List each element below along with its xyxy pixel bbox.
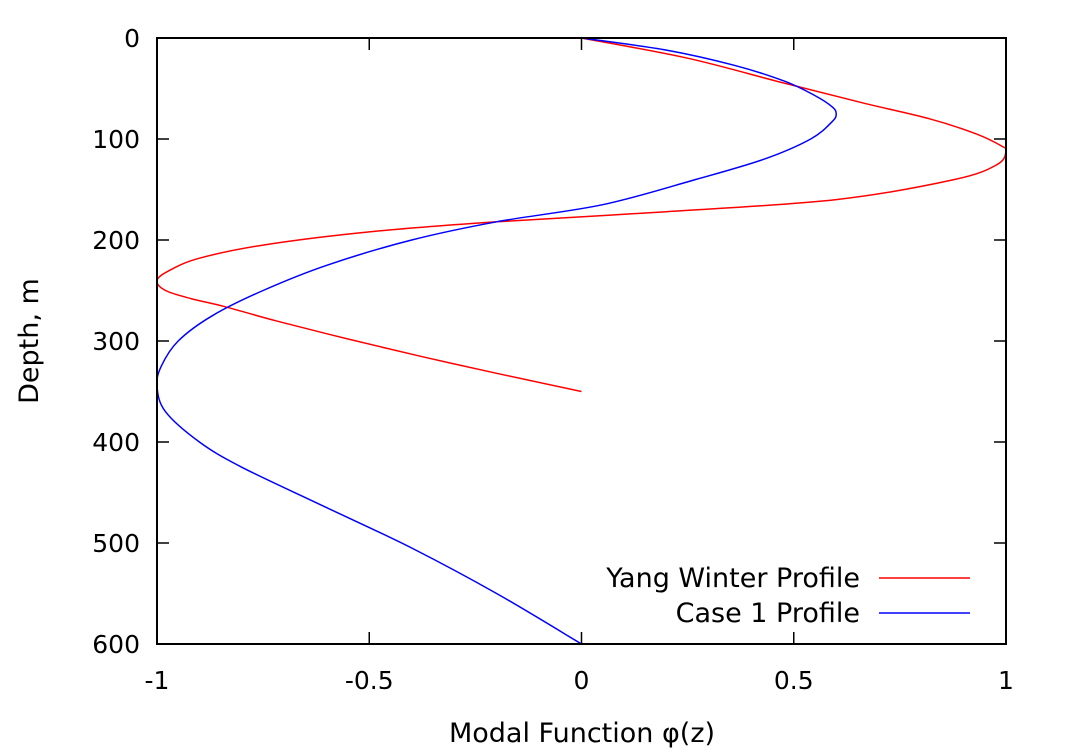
y-tick-label: 300 bbox=[92, 327, 140, 356]
x-tick-label: 0 bbox=[574, 666, 590, 695]
plot-frame bbox=[156, 37, 1007, 645]
x-axis-label: Modal Function φ(z) bbox=[449, 718, 715, 749]
series-line-2 bbox=[156, 37, 837, 645]
tick-labels-layer: -1 -0.5 0 0.5 1 0 100 200 300 400 500 600 bbox=[92, 24, 1014, 695]
y-tick-label: 400 bbox=[92, 428, 140, 457]
x-tick-label: 0.5 bbox=[774, 666, 814, 695]
y-tick-label: 200 bbox=[92, 226, 140, 255]
legend-label-1: Yang Winter Profile bbox=[605, 563, 860, 594]
y-axis-label: Depth, m bbox=[14, 278, 45, 404]
lines-layer bbox=[156, 37, 1008, 645]
legend-label-2: Case 1 Profile bbox=[676, 598, 860, 629]
x-tick-label: -1 bbox=[145, 666, 170, 695]
y-tick-label: 500 bbox=[92, 529, 140, 558]
y-tick-label: 100 bbox=[92, 125, 140, 154]
x-tick-label: -0.5 bbox=[345, 666, 394, 695]
series-line-1 bbox=[156, 37, 1008, 393]
legend: Yang Winter Profile Case 1 Profile bbox=[605, 563, 970, 629]
y-tick-label: 0 bbox=[124, 24, 140, 53]
ticks-layer bbox=[156, 37, 1007, 645]
y-tick-label: 600 bbox=[92, 630, 140, 659]
x-tick-label: 1 bbox=[998, 666, 1014, 695]
